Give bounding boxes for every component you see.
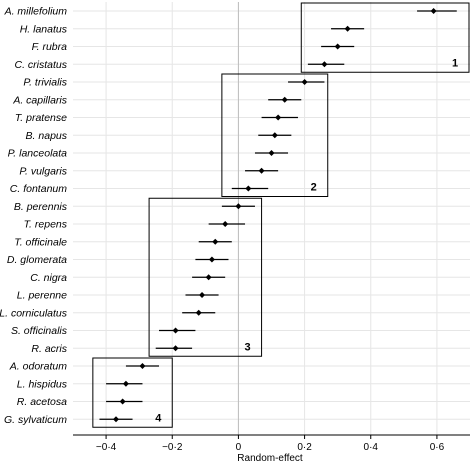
x-axis: −0·4 −0·2 0 0·2 0·4 0·6	[73, 434, 470, 453]
group-box-2	[221, 73, 329, 197]
species-label-15: C. nigra	[30, 272, 67, 284]
species-label-20: A. odoratum	[9, 361, 67, 373]
group-label-4: 4	[155, 412, 162, 424]
species-label-18: S. officinalis	[11, 325, 68, 337]
species-label-11: B. perennis	[14, 201, 68, 213]
species-label-22: R. acetosa	[17, 396, 67, 408]
estimate-point-5	[281, 96, 288, 103]
estimate-point-12	[222, 221, 229, 227]
estimate-point-2	[334, 43, 341, 50]
group-label-3: 3	[245, 341, 251, 353]
estimate-point-16	[199, 292, 206, 298]
species-label-17: L. corniculatus	[0, 307, 68, 319]
species-label-0: A. millefolium	[4, 6, 68, 18]
point-layer	[99, 8, 457, 423]
species-label-23: G. sylvaticum	[4, 414, 67, 426]
x-tick-label-5: 0·6	[430, 442, 445, 453]
species-label-12: T. repens	[24, 219, 68, 231]
species-label-8: P. lanceolata	[8, 148, 68, 160]
estimate-point-11	[235, 203, 242, 210]
estimate-point-19	[172, 345, 179, 352]
species-label-7: B. napus	[26, 130, 68, 142]
group-label-2: 2	[311, 182, 317, 194]
species-label-19: R. acris	[31, 343, 67, 355]
species-label-16: L. perenne	[17, 290, 67, 302]
estimate-point-9	[258, 167, 265, 174]
estimate-point-22	[119, 398, 126, 405]
estimate-point-23	[113, 416, 120, 423]
estimate-point-0	[430, 8, 437, 14]
estimate-point-18	[172, 327, 179, 334]
species-label-6: T. pratense	[15, 112, 67, 124]
species-label-10: C. fontanum	[10, 183, 67, 195]
estimate-point-6	[275, 114, 282, 121]
species-label-1: H. lanatus	[20, 23, 68, 35]
estimate-point-10	[245, 185, 252, 192]
estimate-point-14	[208, 256, 215, 263]
group-box-4	[92, 357, 173, 428]
species-label-3: C. cristatus	[14, 59, 67, 71]
estimate-point-7	[271, 132, 278, 139]
species-label-2: F. rubra	[32, 41, 68, 53]
x-tick-label-3: 0·2	[297, 442, 312, 453]
estimate-point-20	[139, 363, 146, 369]
estimate-point-17	[195, 309, 202, 316]
estimate-point-3	[321, 61, 328, 68]
estimate-point-15	[205, 274, 212, 281]
group-label-1: 1	[452, 57, 458, 69]
x-tick-label-2: 0	[236, 442, 242, 453]
x-tick-label-1: −0·2	[162, 442, 183, 453]
x-tick-label-0: −0·4	[96, 442, 117, 453]
species-label-4: P. trivialis	[23, 77, 67, 89]
grid-layer	[73, 2, 470, 435]
estimate-point-21	[122, 380, 129, 387]
species-label-layer: A. millefolium H. lanatus F. rubra C. crist…	[0, 6, 68, 426]
estimate-point-13	[212, 238, 219, 245]
estimate-point-1	[344, 25, 351, 32]
x-tick-label-4: 0·4	[364, 442, 379, 453]
estimate-point-8	[268, 150, 275, 156]
group-box-3	[148, 197, 263, 357]
species-label-21: L. hispidus	[17, 378, 68, 390]
x-axis-title: Random-effect	[237, 453, 303, 464]
group-box-1	[300, 2, 470, 73]
species-label-5: A. capillaris	[12, 94, 67, 106]
estimate-point-4	[301, 79, 308, 85]
species-label-13: T. officinale	[14, 236, 67, 248]
group-box-layer: 1 2 3 4	[92, 2, 470, 428]
species-label-14: D. glomerata	[7, 254, 67, 266]
species-label-9: P. vulgaris	[19, 165, 67, 177]
